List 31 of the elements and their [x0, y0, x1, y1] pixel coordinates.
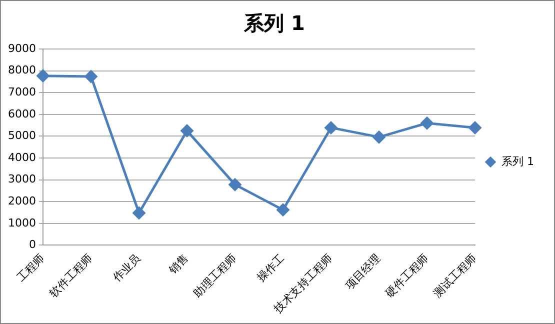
chart-title: 系列 1: [243, 11, 305, 36]
x-tick-label: 作业员: [110, 252, 144, 286]
point: [84, 70, 98, 83]
point: [420, 116, 434, 130]
x-tick-label: 助理工程师: [191, 252, 240, 300]
y-tick-label: 6000: [8, 107, 36, 120]
y-tick-label: 3000: [8, 172, 36, 186]
x-tick-label: 工程师: [14, 252, 48, 284]
x-tick-label: 项目经理: [342, 252, 384, 292]
x-tick-label: 测试工程师: [431, 252, 480, 300]
x-tick-label: 硬件工程师: [383, 252, 432, 300]
point: [372, 130, 386, 144]
x-tick-label: 软件工程师: [47, 252, 96, 300]
y-tick-label: 0: [28, 238, 36, 252]
legend-label: 系列 1: [502, 154, 534, 168]
y-tick-label: 1000: [8, 216, 36, 230]
y-tick-label: 5000: [8, 129, 36, 142]
y-tick-label: 9000: [8, 42, 36, 55]
y-tick-label: 4000: [8, 150, 36, 164]
x-tick-label: 操作工: [254, 252, 288, 284]
y-tick-label: 8000: [8, 64, 36, 77]
point: [180, 124, 194, 138]
x-tick-label: 销售: [166, 252, 192, 278]
y-tick-label: 2000: [8, 194, 36, 208]
point: [228, 178, 242, 191]
point: [36, 70, 50, 82]
point: [324, 121, 338, 134]
point: [132, 206, 146, 220]
y-tick-label: 7000: [8, 85, 36, 98]
point: [276, 204, 290, 216]
point: [468, 121, 482, 134]
